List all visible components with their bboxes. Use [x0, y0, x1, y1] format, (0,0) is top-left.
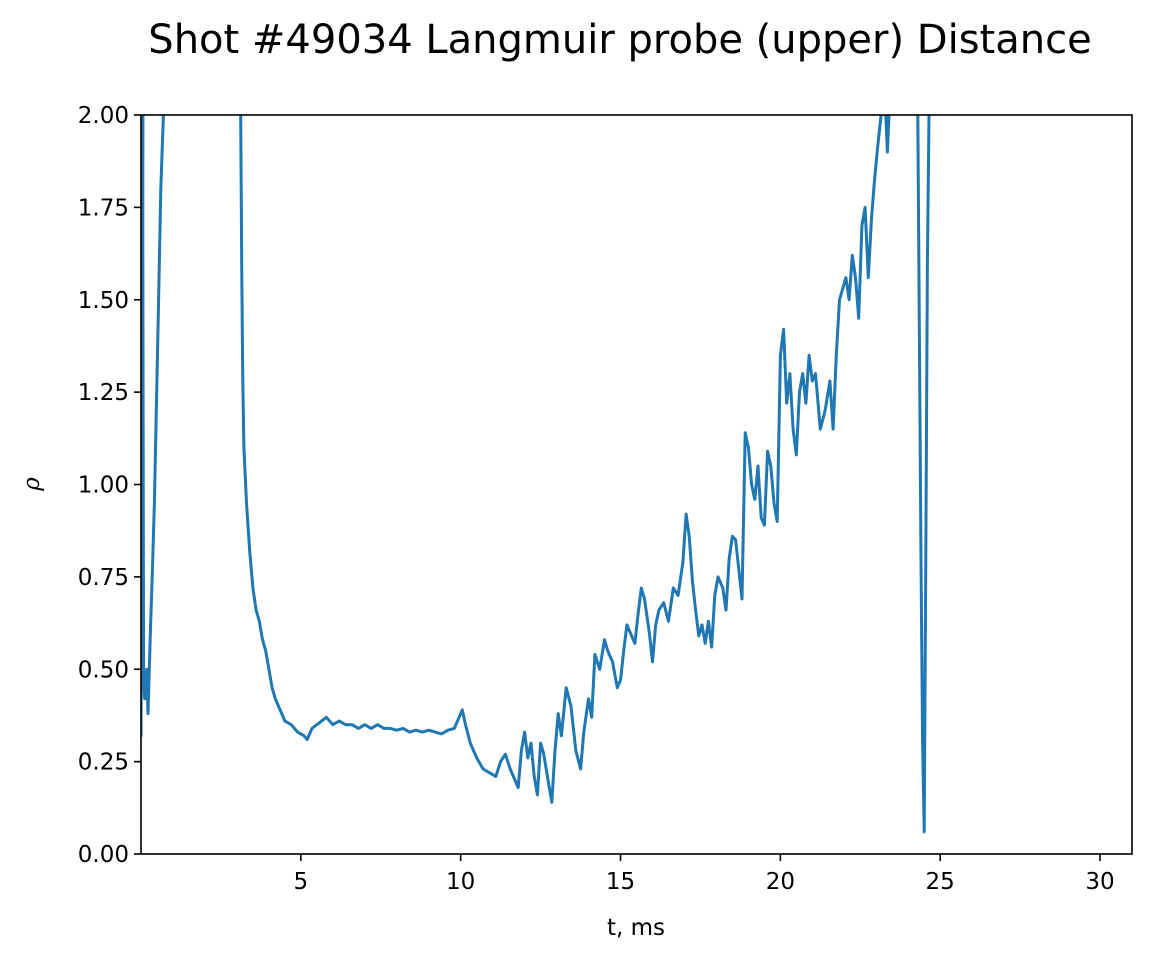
- series-line: [884, 115, 891, 154]
- x-tick-label: 25: [926, 869, 955, 895]
- x-tick-label: 10: [446, 869, 475, 895]
- y-tick-label: 1.50: [78, 288, 129, 314]
- y-tick-label: 0.00: [78, 842, 129, 868]
- x-axis: 5 10 15 20 25 30: [294, 854, 1115, 895]
- y-tick-label: 0.50: [78, 657, 129, 683]
- x-tick-label: 5: [294, 869, 309, 895]
- x-tick-label: 20: [766, 869, 795, 895]
- y-tick-label: 1.00: [78, 473, 129, 499]
- y-axis-label: ρ: [19, 477, 45, 492]
- plot-frame: [140, 114, 1133, 855]
- chart-title: Shot #49034 Langmuir probe (upper) Dista…: [148, 17, 1091, 63]
- x-tick-label: 30: [1085, 869, 1114, 895]
- x-axis-label: t, ms: [607, 915, 665, 941]
- series-line: [916, 115, 931, 834]
- y-tick-label: 2.00: [78, 103, 129, 129]
- y-tick-label: 0.75: [78, 565, 129, 591]
- x-tick-label: 15: [606, 869, 635, 895]
- y-axis: 0.00 0.25 0.50 0.75 1.00 1.25 1.50 1.75 2.00: [78, 103, 141, 868]
- series-line: [141, 115, 165, 716]
- series-group: [141, 115, 931, 834]
- series-line: [239, 115, 883, 804]
- y-tick-label: 1.25: [78, 380, 129, 406]
- y-tick-label: 0.25: [78, 750, 129, 776]
- y-tick-label: 1.75: [78, 195, 129, 221]
